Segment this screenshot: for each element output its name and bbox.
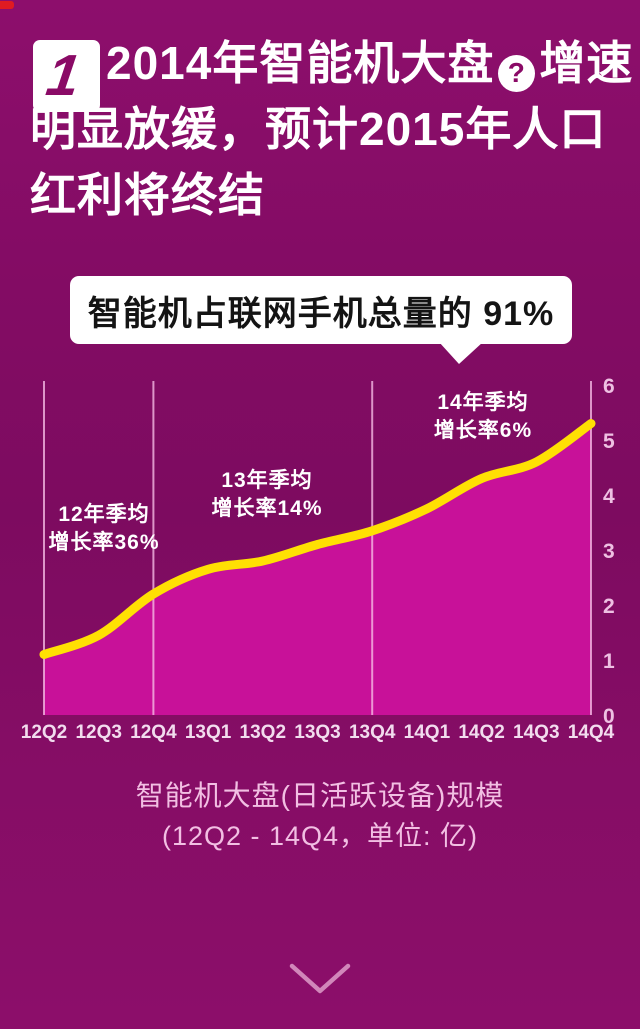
x-tick-label: 14Q1 (404, 722, 451, 743)
callout-tail (439, 342, 483, 364)
y-tick-label: 1 (603, 650, 615, 673)
chart-caption-title: 智能机大盘(日活跃设备)规模 (135, 780, 505, 811)
title-line1-pre: 2014年智能机大盘 (106, 37, 495, 89)
x-tick-label: 13Q2 (240, 722, 286, 743)
y-tick-label: 4 (603, 485, 615, 508)
x-tick-label: 13Q3 (294, 722, 340, 743)
section-number: 1 (42, 43, 85, 108)
x-tick-label: 12Q2 (21, 722, 67, 743)
page-title: 1 2014年智能机大盘? 增速 明显放缓，预计2015年人口 红利将终结 (30, 30, 634, 228)
title-line-3: 红利将终结 (30, 169, 265, 221)
x-tick-label: 14Q4 (568, 722, 615, 743)
x-tick-label: 13Q1 (185, 722, 232, 743)
x-tick-label: 12Q4 (130, 722, 177, 743)
chart-caption-subtitle: (12Q2 - 14Q4，单位: 亿) (161, 821, 479, 851)
y-tick-label: 3 (603, 540, 615, 563)
y-tick-label: 5 (603, 430, 615, 453)
y-tick-label: 2 (603, 595, 615, 618)
y-tick-label: 6 (603, 375, 615, 398)
trend-line (39, 419, 596, 659)
x-tick-label: 14Q2 (458, 722, 504, 743)
help-icon[interactable]: ? (498, 54, 536, 92)
chevron-down-icon[interactable] (285, 958, 355, 1003)
callout-bubble: 智能机占联网手机总量的 91% (70, 276, 572, 364)
title-line1-post: 增速 (539, 37, 634, 89)
x-tick-label: 12Q3 (75, 722, 121, 743)
title-line-2: 明显放缓，预计2015年人口 (30, 103, 607, 155)
recording-dot (0, 1, 14, 9)
title-line-1: 2014年智能机大盘? 增速 (106, 30, 634, 96)
annotation-2012-growth: 12年季均 增长率36% (48, 503, 160, 554)
callout-text: 智能机占联网手机总量的 91% (87, 294, 555, 333)
area-chart-canvas: 0 1 2 3 4 5 6 12Q2 12Q3 12Q4 13Q1 13Q2 13Q3 13Q4 14Q1 1… (21, 375, 615, 743)
annotation-2014-growth: 14年季均 增长率6% (433, 391, 533, 442)
x-tick-label: 14Q3 (513, 722, 559, 743)
x-tick-label: 13Q4 (349, 722, 396, 743)
section-number-badge: 1 (33, 40, 100, 112)
smartphone-dau-chart: 0 1 2 3 4 5 6 12Q2 12Q3 12Q4 13Q1 13Q2 13Q3 13Q4 14Q1 1… (0, 370, 640, 770)
annotation-2013-growth: 13年季均 增长率14% (211, 469, 323, 520)
y-tick-label: 0 (603, 705, 615, 728)
